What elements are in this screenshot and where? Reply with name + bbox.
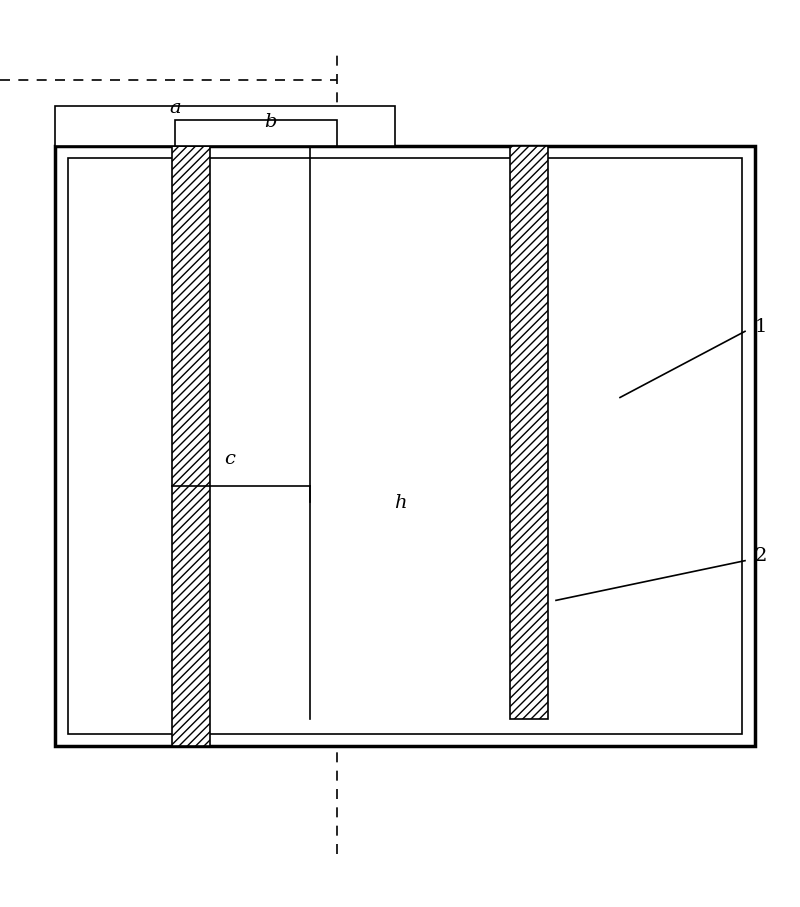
Bar: [510, 146, 548, 719]
Bar: [55, 146, 755, 746]
Text: 1: 1: [755, 318, 767, 336]
Bar: [55, 106, 395, 146]
Text: b: b: [264, 112, 276, 131]
Text: a: a: [169, 100, 181, 117]
Text: h: h: [394, 494, 406, 512]
Text: c: c: [225, 450, 235, 468]
Bar: [175, 120, 337, 146]
Bar: [172, 146, 210, 746]
Bar: [68, 158, 742, 735]
Text: 2: 2: [755, 547, 767, 565]
